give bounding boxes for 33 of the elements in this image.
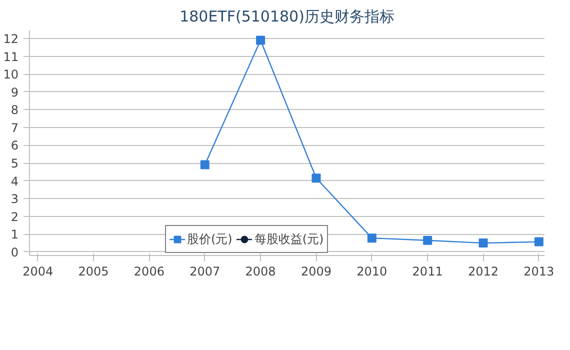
y-tick-label: 3 (10, 192, 19, 206)
y-tick-label: 4 (10, 174, 19, 188)
x-tick-label: 2007 (190, 264, 220, 278)
y-tick-label: 9 (10, 85, 19, 100)
y-tick-label: 1 (10, 228, 19, 242)
y-tick-label: 5 (10, 156, 19, 171)
y-tick-label: 7 (10, 120, 19, 135)
x-tick-label: 2013 (524, 264, 554, 278)
chart-title: 180ETF(510180)历史财务指标 (180, 8, 394, 26)
point (367, 234, 376, 243)
point (312, 174, 321, 183)
y-tick-label: 8 (10, 103, 19, 118)
y-tick-label: 6 (10, 138, 19, 153)
x-tick-label: 2009 (300, 264, 332, 278)
x-tick-label: 2005 (78, 264, 109, 278)
y-tick-label: 11 (3, 50, 19, 64)
x-tick-label: 2010 (356, 264, 388, 278)
point (534, 237, 544, 246)
x-tick-label: 2011 (412, 264, 443, 278)
y-tick-label: 12 (3, 32, 19, 46)
point (423, 236, 432, 245)
point (256, 36, 266, 45)
legend-label: 每股收益(元) (254, 230, 324, 248)
y-tick-label: 0 (10, 245, 19, 260)
x-tick-label: 2006 (134, 264, 164, 278)
x-tick-label: 2008 (245, 264, 276, 278)
x-tick-label: 2012 (468, 264, 499, 278)
y-tick-label: 2 (10, 210, 19, 224)
point (478, 238, 488, 248)
point (200, 160, 210, 170)
legend-label: 股价(元) (187, 230, 232, 248)
x-tick-label: 2004 (22, 264, 54, 278)
y-tick-label: 10 (3, 68, 19, 82)
